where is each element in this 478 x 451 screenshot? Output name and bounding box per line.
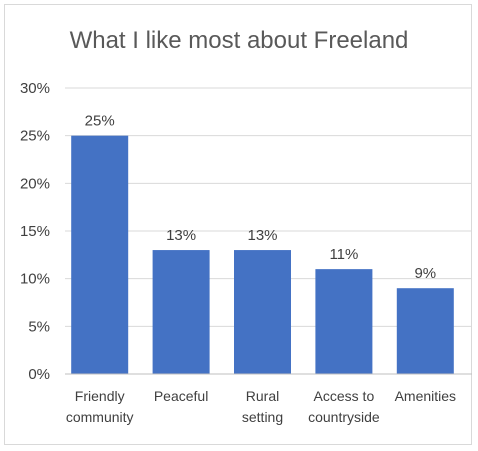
data-label: 13%	[166, 227, 196, 244]
chart-title: What I like most about Freeland	[70, 27, 409, 54]
data-labels: 25% 13% 13% 11% 9%	[85, 113, 436, 283]
bars	[71, 135, 454, 374]
data-label: 25%	[85, 113, 115, 130]
y-axis-ticks: 0% 5% 10% 15% 20% 25% 30%	[20, 80, 50, 383]
y-tick-label: 5%	[28, 318, 50, 335]
data-label: 9%	[414, 265, 436, 282]
bar	[234, 250, 291, 374]
bar	[152, 250, 210, 374]
bar	[315, 269, 373, 374]
category-label: Peaceful	[154, 388, 208, 404]
data-label: 11%	[329, 246, 358, 263]
y-tick-label: 25%	[20, 128, 50, 145]
y-tick-label: 30%	[20, 80, 50, 97]
category-label: Access to	[314, 388, 375, 404]
category-label: community	[66, 409, 134, 425]
y-tick-label: 0%	[28, 366, 50, 383]
y-tick-label: 15%	[20, 223, 50, 240]
category-label: Rural	[246, 388, 279, 404]
bar	[396, 288, 454, 374]
category-labels: Friendly community Peaceful Rural setting Acc…	[66, 388, 456, 425]
category-label: Amenities	[395, 388, 456, 404]
category-label: countryside	[308, 409, 380, 425]
y-tick-label: 20%	[20, 175, 50, 192]
category-label: setting	[242, 409, 283, 425]
data-label: 13%	[247, 227, 277, 244]
y-tick-label: 10%	[20, 271, 50, 288]
category-label: Friendly	[75, 388, 125, 404]
bar	[71, 135, 129, 374]
